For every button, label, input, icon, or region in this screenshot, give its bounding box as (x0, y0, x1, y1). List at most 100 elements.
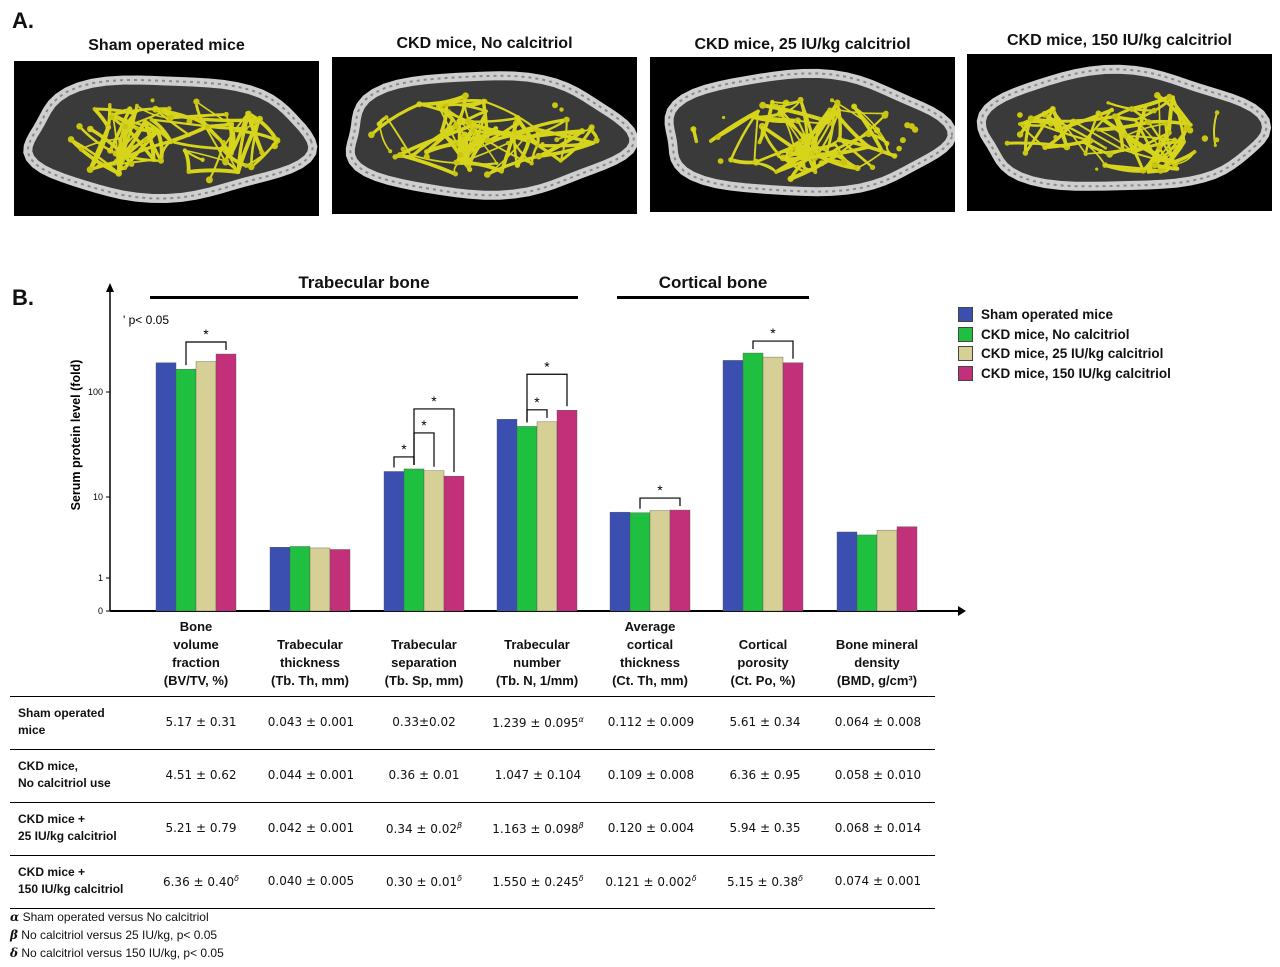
trabecula (852, 104, 885, 154)
cortical-texture (980, 68, 1268, 188)
trabecular-node (1128, 106, 1135, 112)
significance-bracket: * (752, 325, 794, 359)
category-label-line: thickness (620, 655, 680, 670)
table-cell: 0.044 ± 0.001 (267, 768, 355, 782)
row-label-line: mice (18, 723, 46, 737)
trabecular-node (1192, 150, 1197, 154)
significance-label: * (657, 482, 663, 498)
category-label-line: Trabecular (277, 637, 343, 652)
bar (175, 368, 197, 612)
row-label-line: Sham operated (18, 706, 105, 720)
row-label-line: 150 IU/kg calcitriol (18, 882, 124, 896)
trabecular-node (1018, 122, 1022, 126)
bracket-line (639, 497, 681, 509)
trabecular-network (67, 98, 281, 184)
trabecular-node (134, 126, 140, 131)
category-label-line: Cortical (738, 637, 788, 652)
category-label-line: (Tb. N, 1/mm) (495, 673, 579, 688)
footnote-text: No calcitriol versus 25 IU/kg, p< 0.05 (17, 928, 218, 942)
significance-superscript: δ (798, 874, 804, 883)
trabecula (1157, 94, 1161, 148)
significance-label: * (544, 358, 550, 374)
trabecular-node (384, 115, 389, 120)
table-cell: 0.30 ± 0.01δ (385, 874, 463, 889)
trabecular-network (1004, 92, 1220, 174)
trabecular-node (484, 171, 491, 178)
y-tick-label: 1 (98, 573, 103, 583)
significance-bracket: * (413, 417, 435, 467)
panel-a-letter: A. (12, 8, 34, 33)
bone-section-ckd-25 (664, 68, 955, 197)
trabecular-node (1214, 110, 1220, 115)
significance-label: * (401, 441, 407, 457)
table-cell: 0.109 ± 0.008 (607, 768, 695, 782)
trabecular-node (76, 123, 83, 130)
microct-image-ckd-25 (650, 57, 955, 212)
trabecular-node (1156, 144, 1162, 150)
table-cell: 5.17 ± 0.31 (165, 715, 237, 729)
significance-superscript: β (578, 821, 584, 830)
trabecular-node (774, 170, 778, 174)
trabecular-node (526, 139, 531, 143)
bar (556, 410, 578, 612)
table-cell: 0.33±0.02 (392, 715, 456, 729)
trabecula (92, 107, 137, 116)
category-label-line: number (513, 655, 561, 670)
legend-swatch-ckd-25 (958, 346, 973, 362)
table-cell: 1.550 ± 0.245δ (492, 874, 584, 889)
cortical-texture (668, 72, 954, 193)
bar (856, 534, 878, 612)
table-cell: 6.36 ± 0.40δ (162, 874, 240, 889)
trabecula (459, 160, 504, 174)
trabecular-node (535, 152, 542, 160)
trabecula (838, 109, 887, 115)
bar (309, 547, 331, 612)
significance-bracket: * (526, 358, 568, 423)
row-label-line: 25 IU/kg calcitriol (18, 829, 117, 843)
trabecular-node (883, 110, 889, 116)
trabecular-node (423, 153, 430, 160)
y-tick-label: 10 (93, 492, 103, 502)
trabecular-node (150, 98, 155, 103)
footnote-symbol: δ (10, 946, 19, 960)
bar (403, 468, 425, 612)
table-cell: 1.163 ± 0.098β (492, 821, 584, 836)
category-label: Trabecular thickness (Tb. Th, mm) (250, 636, 370, 690)
trabecular-node (453, 171, 458, 177)
category-label-line: porosity (737, 655, 789, 670)
trabecula (1084, 112, 1100, 155)
trabecula (186, 168, 240, 174)
trabecular-node (122, 165, 127, 170)
trabecula (369, 102, 421, 137)
trabecular-node (834, 99, 841, 106)
bar (496, 419, 518, 612)
trabecula (1146, 119, 1193, 127)
trabecula (534, 127, 596, 145)
bar (629, 512, 651, 612)
table-cell: 0.36 ± 0.01 (388, 768, 460, 782)
category-label: Cortical porosity (Ct. Po, %) (703, 636, 823, 690)
table-row-ckd-150: CKD mice + 150 IU/kg calcitriol 6.36 ± 0.… (10, 855, 935, 909)
bar (722, 360, 744, 612)
trabecula (150, 118, 209, 128)
trabecular-node (222, 157, 229, 165)
trabecular-node (166, 106, 172, 112)
trabecular-node (1104, 146, 1107, 150)
legend-swatch-ckd-no-calcitriol (958, 326, 973, 342)
table-cell: 0.121 ± 0.002δ (605, 874, 697, 889)
bar (516, 426, 538, 612)
trabecula (514, 118, 569, 135)
category-label: Bone volume fraction (BV/TV, %) (136, 618, 256, 690)
table-cell: 0.058 ± 0.010 (834, 768, 922, 782)
row-label-line: CKD mice + (18, 812, 86, 826)
trabecular-node (135, 103, 139, 108)
legend-label-ckd-25: CKD mice, 25 IU/kg calcitriol (981, 346, 1164, 362)
bracket-line (393, 456, 415, 468)
category-label-line: cortical (626, 637, 674, 652)
trabecular-node (830, 98, 834, 103)
y-tick-label: 0 (98, 606, 103, 616)
trabecula (803, 140, 817, 174)
trabecula (169, 139, 224, 150)
trabecular-node (78, 147, 84, 152)
trabecula (1019, 121, 1052, 125)
